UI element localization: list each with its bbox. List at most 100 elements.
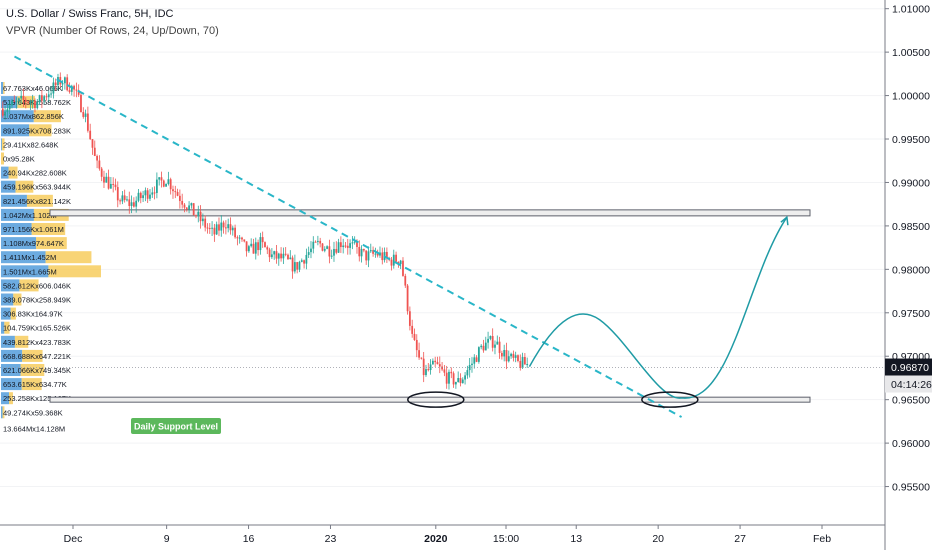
projection-arrowhead [780,215,789,226]
candle-body [510,353,512,357]
candle-body [434,360,437,363]
candle-body [80,94,82,113]
candle-body [314,241,317,243]
candle-body [181,200,184,205]
volume-bar-down [2,406,5,419]
candle-body [238,237,241,239]
candle-body [404,275,407,286]
countdown-label: 04:14:26 [891,379,932,391]
candle-body [521,357,524,368]
volume-bar-down [4,321,10,334]
candle-body [498,341,501,353]
candle-body [441,366,443,370]
candle-body [480,345,483,348]
volume-row-label: 104.759Kx165.526K [3,324,71,333]
candle-body [165,183,167,187]
candle-body [300,260,303,262]
candle-body [296,262,299,270]
candle-body [507,356,510,362]
candle-body [6,109,9,112]
candle-body [321,243,324,251]
indicator-legend[interactable]: VPVR (Number Of Rows, 24, Up/Down, 70) [6,25,219,37]
candle-body [68,90,71,92]
volume-bar-up [1,392,9,405]
candle-body [342,245,345,248]
volume-row-label: 582.812Kx606.046K [3,281,71,290]
candle-body [360,248,363,257]
candle-body [84,113,87,117]
candle-body [339,242,342,248]
candle-body [487,338,489,343]
candle-body [254,242,257,254]
candle-body [241,237,243,240]
price-tick-label: 0.97500 [892,308,930,320]
candle-body [427,369,430,371]
price-axis[interactable]: 1.01000 1.00500 1.00000 0.99500 0.99000 0.985… [884,0,932,550]
candle-body [22,95,25,100]
volume-bar-down [26,194,53,207]
candle-body [132,202,135,207]
candle-body [305,254,308,264]
volume-row-label: 253.258Kx125.167K [3,394,71,403]
candle-body [93,147,96,156]
candle-body [155,179,158,193]
price-tick-label: 1.00500 [892,47,930,59]
volume-bar-down [19,279,39,292]
grid [0,8,885,488]
candle-body [252,243,255,254]
candle-body [344,245,347,247]
time-axis[interactable]: Dec 9 16 23 2020 15:00 13 20 27 Feb [0,524,885,545]
candle-body [466,370,469,376]
candle-body [15,100,18,102]
candle-body [220,222,223,231]
candle-body [473,357,476,364]
candle-body [323,248,326,251]
candle-body [13,100,16,102]
candle-body [162,180,165,187]
candle-body [489,336,492,339]
volume-bar-up [1,279,20,292]
time-tick-label: 20 [652,533,664,545]
candle-body [100,168,103,177]
candle-body [330,255,333,257]
candle-body [505,350,508,362]
annotations[interactable]: Daily Support Level [0,55,885,434]
candle-body [178,195,181,201]
trendline [14,55,683,418]
volume-bar-up [1,293,14,306]
candle-body [484,342,487,351]
volume-row-label: 653.615Kx634.77K [3,380,67,389]
volume-bar-up [1,364,21,376]
candle-body [227,224,230,229]
candle-body [335,248,338,253]
candle-body [395,254,397,262]
volume-bar-down [3,82,5,94]
candle-body [52,82,55,94]
candle-body [146,190,149,199]
candle-body [222,222,225,228]
time-tick-label: Dec [64,533,83,545]
volume-row-label: 240.94Kx282.608K [3,169,67,178]
candle-body [70,85,73,92]
candle-body [229,224,232,231]
candle-body [121,195,124,202]
candle-body [172,189,174,192]
candle-body [369,250,372,252]
low-circle [407,391,465,408]
volume-bar-up [1,251,46,264]
candle-body [144,190,147,196]
horizontal-levels[interactable] [49,209,811,403]
candle-body [374,253,377,255]
candle-body [130,202,133,206]
candle-body [312,241,315,249]
volume-bar-down [8,166,18,179]
price-tick-label: 1.00000 [892,91,930,103]
candle-body [1,108,4,116]
candle-body [328,246,331,257]
price-tick-label: 0.95500 [892,482,930,494]
candle-body [158,177,161,180]
candle-body [185,207,188,210]
last-price-tag [885,358,932,376]
candle-body [372,250,374,254]
